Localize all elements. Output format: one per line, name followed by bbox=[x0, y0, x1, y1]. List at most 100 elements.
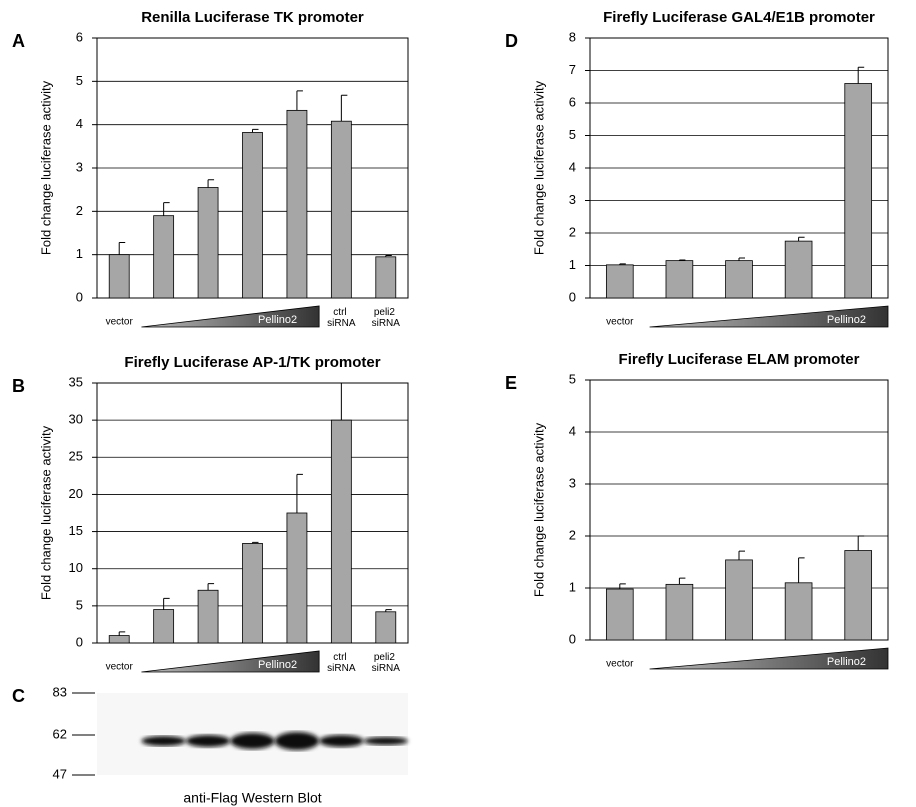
y-tick-label: 4 bbox=[569, 423, 576, 438]
error-bar bbox=[739, 551, 745, 560]
figure: A Renilla Luciferase TK promoter Fold chan… bbox=[0, 0, 916, 807]
error-bar bbox=[799, 558, 805, 583]
error-bar bbox=[208, 180, 214, 188]
x-tick-label: vector bbox=[106, 317, 134, 328]
y-tick-label: 0 bbox=[76, 634, 83, 649]
error-bar bbox=[208, 584, 214, 591]
y-tick-label: 2 bbox=[569, 224, 576, 239]
wedge-label: Pellino2 bbox=[827, 656, 866, 668]
bar bbox=[331, 121, 351, 298]
bar bbox=[287, 110, 307, 298]
y-tick-label: 30 bbox=[69, 412, 83, 427]
bar bbox=[154, 610, 174, 643]
chart-title: Firefly Luciferase ELAM promoter bbox=[619, 351, 860, 368]
error-bar bbox=[341, 379, 347, 420]
bar bbox=[845, 84, 872, 299]
bar bbox=[845, 551, 872, 640]
bar bbox=[666, 261, 693, 298]
panel-label: C bbox=[12, 686, 25, 706]
y-tick-label: 20 bbox=[69, 486, 83, 501]
error-bar bbox=[164, 598, 170, 609]
y-tick-label: 4 bbox=[569, 159, 576, 174]
x-tick-label: ctrl siRNA bbox=[327, 652, 356, 674]
wedge-label: Pellino2 bbox=[258, 659, 297, 671]
bar bbox=[243, 543, 263, 643]
y-tick-label: 8 bbox=[569, 29, 576, 44]
y-tick-label: 25 bbox=[69, 449, 83, 464]
blot-band bbox=[230, 733, 274, 749]
chart-title: Renilla Luciferase TK promoter bbox=[141, 9, 364, 26]
y-tick-label: 2 bbox=[76, 203, 83, 218]
bar bbox=[606, 589, 633, 640]
y-tick-label: 5 bbox=[76, 73, 83, 88]
x-tick-label: peli2 siRNA bbox=[372, 652, 401, 674]
bar bbox=[198, 590, 218, 643]
y-tick-label: 35 bbox=[69, 374, 83, 389]
bar bbox=[785, 583, 812, 640]
y-tick-label: 15 bbox=[69, 523, 83, 538]
blot-caption: anti-Flag Western Blot bbox=[183, 790, 321, 806]
error-bar bbox=[341, 95, 347, 121]
bar bbox=[109, 636, 129, 643]
y-tick-label: 5 bbox=[76, 597, 83, 612]
x-tick-label: vector bbox=[606, 659, 634, 670]
bar bbox=[376, 257, 396, 298]
bar bbox=[726, 261, 753, 298]
error-bar bbox=[297, 474, 303, 513]
x-tick-label: ctrl siRNA bbox=[327, 307, 356, 329]
panel-label: B bbox=[12, 376, 25, 396]
bar bbox=[666, 584, 693, 640]
y-tick-label: 4 bbox=[76, 116, 83, 131]
y-tick-label: 0 bbox=[569, 631, 576, 646]
y-tick-label: 3 bbox=[569, 475, 576, 490]
bar bbox=[726, 560, 753, 640]
x-tick-label: peli2 siRNA bbox=[372, 307, 401, 329]
panel-label: A bbox=[12, 31, 25, 51]
y-axis-label: Fold change luciferase activity bbox=[531, 422, 546, 597]
y-tick-label: 1 bbox=[76, 246, 83, 261]
error-bar bbox=[799, 237, 805, 241]
blot-band bbox=[364, 737, 408, 745]
y-tick-label: 6 bbox=[76, 29, 83, 44]
bar bbox=[198, 188, 218, 299]
y-axis-label: Fold change luciferase activity bbox=[531, 80, 546, 255]
error-bar bbox=[119, 632, 125, 636]
error-bar bbox=[679, 578, 685, 584]
error-bar bbox=[297, 91, 303, 111]
chart-title: Firefly Luciferase AP-1/TK promoter bbox=[124, 354, 380, 371]
x-tick-label: vector bbox=[106, 662, 134, 673]
y-tick-label: 0 bbox=[569, 289, 576, 304]
bar bbox=[606, 265, 633, 298]
y-tick-label: 3 bbox=[569, 192, 576, 207]
error-bar bbox=[164, 203, 170, 216]
bar bbox=[331, 420, 351, 643]
error-bar bbox=[253, 129, 259, 132]
bar bbox=[109, 255, 129, 298]
y-tick-label: 0 bbox=[76, 289, 83, 304]
y-axis-label: Fold change luciferase activity bbox=[38, 80, 53, 255]
error-bar bbox=[119, 243, 125, 255]
error-bar bbox=[858, 536, 864, 551]
y-tick-label: 2 bbox=[569, 527, 576, 542]
marker-label: 47 bbox=[53, 766, 67, 781]
panel-label: E bbox=[505, 373, 517, 393]
bar bbox=[376, 612, 396, 643]
panel-label: D bbox=[505, 31, 518, 51]
marker-label: 62 bbox=[53, 726, 67, 741]
blot-band bbox=[275, 732, 319, 750]
y-axis-label: Fold change luciferase activity bbox=[38, 425, 53, 600]
y-tick-label: 10 bbox=[69, 560, 83, 575]
chart-title: Firefly Luciferase GAL4/E1B promoter bbox=[603, 9, 875, 26]
wedge-label: Pellino2 bbox=[827, 314, 866, 326]
blot-band bbox=[141, 736, 185, 746]
y-tick-label: 6 bbox=[569, 94, 576, 109]
y-tick-label: 5 bbox=[569, 127, 576, 142]
bar bbox=[287, 513, 307, 643]
x-tick-label: vector bbox=[606, 317, 634, 328]
blot-band bbox=[319, 735, 363, 747]
y-tick-label: 3 bbox=[76, 159, 83, 174]
wedge-label: Pellino2 bbox=[258, 314, 297, 326]
error-bar bbox=[858, 67, 864, 83]
y-tick-label: 1 bbox=[569, 579, 576, 594]
bar bbox=[785, 241, 812, 298]
